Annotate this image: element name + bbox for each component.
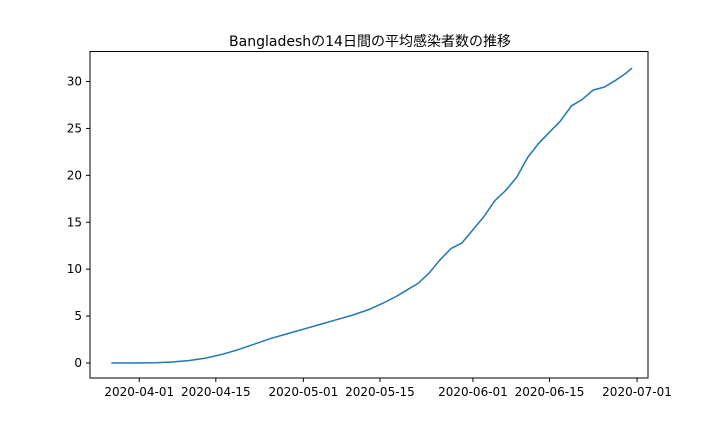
- x-tick-label: 2020-07-01: [602, 385, 672, 399]
- x-tick-label: 2020-05-01: [268, 385, 338, 399]
- x-tick-label: 2020-06-01: [438, 385, 508, 399]
- plot-area: [111, 67, 633, 364]
- x-tick-label: 2020-04-01: [104, 385, 174, 399]
- y-tick-label: 15: [67, 215, 82, 229]
- y-tick-label: 20: [67, 168, 82, 182]
- x-axis: 2020-04-01 2020-04-15 2020-05-01 2020-05-15…: [104, 378, 672, 399]
- x-tick-label: 2020-04-15: [181, 385, 251, 399]
- y-tick-label: 30: [67, 75, 82, 89]
- y-axis: 0 5 10 15 20 25 30: [67, 75, 90, 370]
- chart-title: Bangladeshの14日間の平均感染者数の推移: [229, 33, 511, 50]
- axes-frame: [89, 51, 649, 379]
- x-tick-label: 2020-06-15: [515, 385, 585, 399]
- x-tick-label: 2020-05-15: [345, 385, 415, 399]
- y-tick-label: 25: [67, 121, 82, 135]
- y-tick-label: 5: [74, 309, 82, 323]
- series-line-0: [111, 67, 633, 364]
- y-tick-label: 10: [67, 262, 82, 276]
- y-tick-label: 0: [74, 356, 82, 370]
